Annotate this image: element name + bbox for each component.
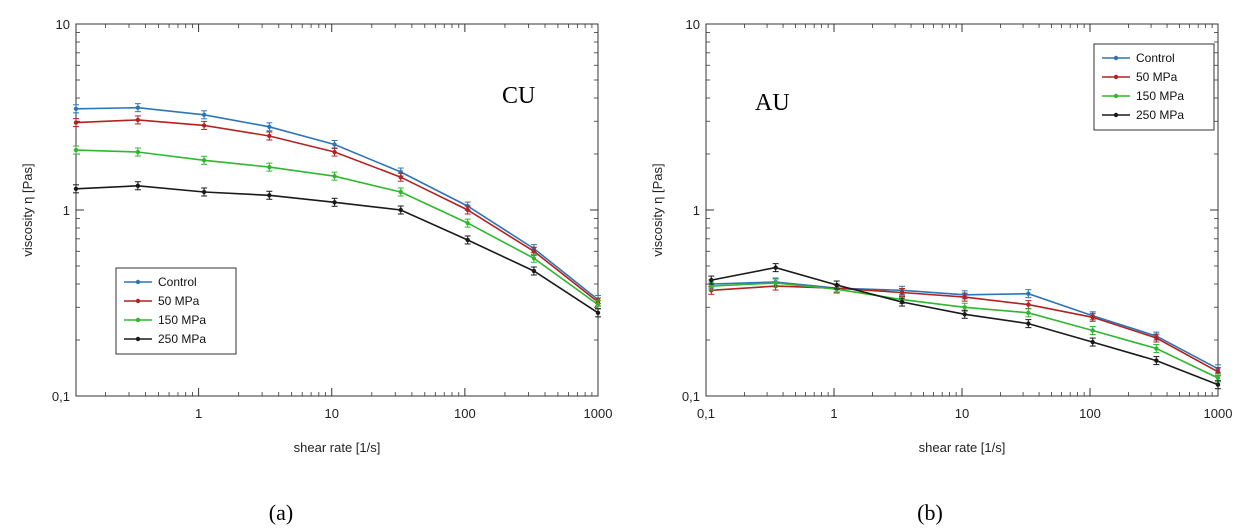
- legend: Control 50 MPa 150 MPa 250 MPa: [1093, 43, 1215, 131]
- y-tick-label: 10: [686, 17, 700, 32]
- data-point: [1215, 375, 1221, 381]
- data-point: [267, 133, 272, 139]
- data-point: [962, 294, 967, 300]
- legend-swatch-marker: [135, 317, 141, 323]
- legend: Control 50 MPa 150 MPa 250 MPa: [115, 267, 237, 355]
- x-tick-label: 100: [1079, 406, 1101, 421]
- y-tick-label: 0,1: [682, 389, 700, 404]
- x-tick-label: 100: [454, 406, 476, 421]
- data-point: [1154, 346, 1159, 351]
- data-point: [1215, 382, 1221, 387]
- data-point: [201, 158, 207, 163]
- data-point: [332, 200, 337, 205]
- data-point: [73, 120, 79, 125]
- data-point: [332, 149, 337, 155]
- data-point: [1090, 315, 1095, 320]
- data-point: [899, 299, 905, 305]
- data-point: [398, 175, 403, 180]
- x-tick-label: 1000: [584, 406, 613, 421]
- data-point: [531, 268, 537, 274]
- legend-swatch-marker: [1113, 74, 1119, 80]
- series-line-3: [711, 266, 1219, 386]
- data-point: [135, 105, 141, 110]
- data-point: [709, 283, 714, 289]
- y-tick-label: 1: [693, 203, 700, 218]
- legend-swatch-marker: [135, 279, 141, 285]
- data-point: [201, 123, 207, 128]
- data-point: [531, 249, 537, 254]
- y-tick-label: 1: [63, 203, 70, 218]
- data-point: [1090, 339, 1095, 345]
- data-point: [899, 290, 905, 295]
- data-point: [332, 173, 337, 179]
- data-point: [135, 117, 141, 123]
- data-point: [135, 149, 141, 155]
- legend-entry: 150 MPa: [1136, 89, 1184, 103]
- legend-swatch-marker: [135, 298, 141, 304]
- data-point: [773, 280, 778, 286]
- data-point: [1026, 302, 1031, 307]
- data-point: [398, 207, 403, 213]
- legend-entry: 250 MPa: [158, 332, 206, 346]
- data-point: [1026, 321, 1031, 326]
- x-tick-label: 10: [324, 406, 338, 421]
- x-tick-label: 1: [830, 406, 837, 421]
- legend-swatch-marker: [135, 336, 141, 342]
- y-axis-label: viscosity η [Pas]: [650, 163, 665, 256]
- x-tick-label: 10: [955, 406, 969, 421]
- legend-entry: Control: [1136, 51, 1175, 65]
- data-point: [73, 106, 79, 112]
- legend-entry: 150 MPa: [158, 313, 206, 327]
- data-point: [267, 193, 272, 198]
- data-point: [962, 312, 967, 317]
- sample-annotation: AU: [755, 90, 790, 116]
- data-point: [709, 277, 714, 283]
- legend-entry: 250 MPa: [1136, 108, 1184, 122]
- chart-panel-1: 0,1 1 10 100 1000 0,1 1 10 shear rate [1/s] visco…: [650, 17, 1232, 525]
- data-point: [201, 189, 207, 195]
- legend-swatch-marker: [1113, 55, 1119, 61]
- data-point: [465, 220, 470, 226]
- data-point: [531, 256, 537, 261]
- data-point: [1026, 310, 1031, 316]
- y-tick-label: 0,1: [52, 389, 70, 404]
- data-point: [1090, 328, 1095, 333]
- data-point: [834, 282, 839, 288]
- data-point: [1154, 335, 1159, 341]
- data-point: [595, 310, 601, 316]
- data-point: [398, 189, 403, 195]
- sample-annotation: CU: [502, 83, 535, 109]
- panel-label: (b): [917, 500, 943, 525]
- data-point: [962, 305, 967, 310]
- legend-entry: 50 MPa: [1136, 70, 1178, 84]
- legend-swatch-marker: [1113, 112, 1119, 118]
- data-point: [595, 302, 601, 307]
- data-point: [1026, 291, 1031, 296]
- data-point: [1154, 358, 1159, 363]
- x-tick-label: 0,1: [697, 406, 715, 421]
- data-point: [201, 112, 207, 117]
- chart-panel-0: 1 10 100 1000 0,1 1 10 shear rate [1/s] viscosit…: [20, 17, 612, 525]
- data-point: [465, 237, 470, 243]
- data-point: [332, 142, 337, 147]
- data-point: [73, 186, 79, 192]
- legend-entry: Control: [158, 275, 197, 289]
- x-axis-label: shear rate [1/s]: [919, 440, 1006, 455]
- panel-label: (a): [269, 500, 293, 525]
- x-axis-label: shear rate [1/s]: [294, 440, 381, 455]
- data-point: [267, 164, 272, 170]
- legend-entry: 50 MPa: [158, 294, 200, 308]
- y-axis-label: viscosity η [Pas]: [20, 163, 35, 256]
- legend-swatch-marker: [1113, 93, 1119, 99]
- data-point: [465, 207, 470, 213]
- data-point: [267, 124, 272, 130]
- data-point: [73, 147, 79, 153]
- data-point: [773, 265, 778, 270]
- data-point: [135, 183, 141, 188]
- x-tick-label: 1: [195, 406, 202, 421]
- x-tick-label: 1000: [1204, 406, 1233, 421]
- y-tick-label: 10: [56, 17, 70, 32]
- data-point: [1215, 369, 1221, 374]
